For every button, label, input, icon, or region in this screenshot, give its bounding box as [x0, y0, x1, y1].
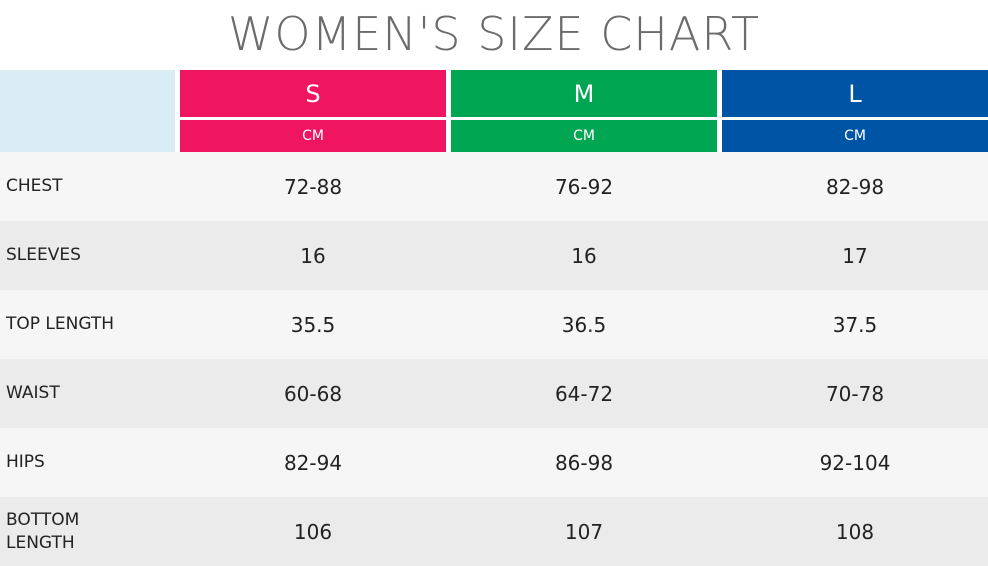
cell-value: 64-72 — [554, 381, 614, 406]
cell-value: 92-104 — [819, 450, 891, 475]
cell-value: 86-98 — [554, 450, 614, 475]
row-label: HIPS — [0, 428, 175, 497]
row-background — [0, 359, 988, 428]
row-label: CHEST — [0, 152, 175, 221]
size-header: L — [722, 70, 988, 117]
row-label-text: SLEEVES — [6, 245, 81, 266]
cell-value: 76-92 — [554, 174, 614, 199]
size-header: M — [451, 70, 717, 117]
unit-header: CM — [451, 120, 717, 152]
size-header: S — [180, 70, 446, 117]
unit-header: CM — [722, 120, 988, 152]
row-background — [0, 428, 988, 497]
title: WOMEN'S SIZE CHART — [227, 7, 761, 61]
unit-header: CM — [180, 120, 446, 152]
cell-value: 72-88 — [283, 174, 343, 199]
row-background — [0, 221, 988, 290]
cell-value: 70-78 — [825, 381, 885, 406]
cell-value: 82-98 — [825, 174, 885, 199]
row-background — [0, 290, 988, 359]
row-label-text: TOP LENGTH — [6, 314, 115, 335]
cell-value: 17 — [842, 243, 868, 268]
cell-value: 82-94 — [283, 450, 343, 475]
cell-value: 36.5 — [561, 312, 607, 337]
cell-value: 108 — [835, 519, 875, 544]
row-label-text: WAIST — [6, 383, 60, 404]
cell-value: 37.5 — [832, 312, 878, 337]
row-label-text: BOTTOM LENGTH — [6, 509, 80, 553]
row-label: WAIST — [0, 359, 175, 428]
row-label-text: CHEST — [6, 176, 63, 197]
corner-cell — [0, 70, 175, 152]
row-label-text: HIPS — [6, 452, 45, 473]
row-label: SLEEVES — [0, 221, 175, 290]
row-label: BOTTOM LENGTH — [0, 497, 175, 566]
cell-value: 16 — [571, 243, 597, 268]
row-background — [0, 497, 988, 566]
cell-value: 60-68 — [283, 381, 343, 406]
cell-value: 106 — [293, 519, 333, 544]
cell-value: 107 — [564, 519, 604, 544]
cell-value: 35.5 — [290, 312, 336, 337]
row-background — [0, 152, 988, 221]
row-label: TOP LENGTH — [0, 290, 175, 359]
cell-value: 16 — [300, 243, 326, 268]
